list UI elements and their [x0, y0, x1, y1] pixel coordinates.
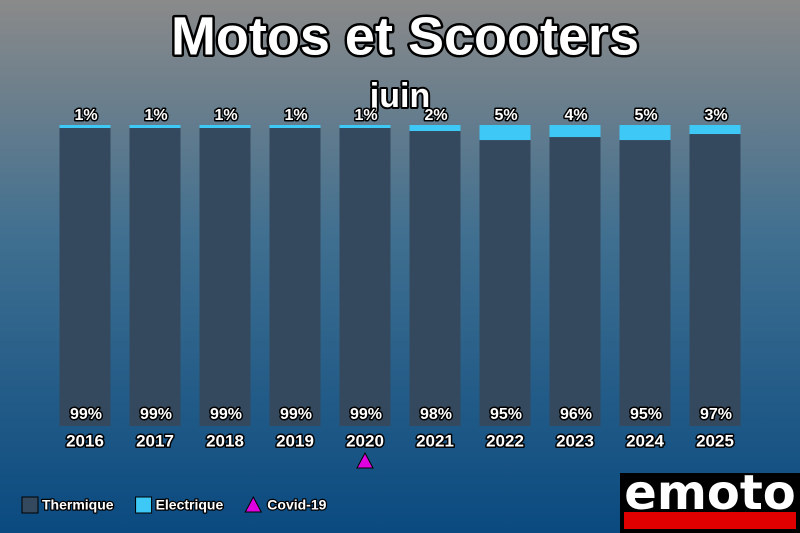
bar-segment: [199, 125, 251, 129]
x-tick-label: 2023: [556, 431, 594, 450]
bar-segment: [269, 125, 321, 129]
value-label: 99%: [350, 406, 382, 423]
legend-label: Thermique: [42, 497, 114, 513]
legend-label: Electrique: [156, 497, 224, 513]
value-label: 5%: [494, 107, 517, 124]
bar-segment: [339, 128, 391, 426]
bar-segment: [549, 125, 601, 138]
bar-segment: [409, 131, 461, 426]
logo-text: emoto: [624, 465, 795, 521]
x-tick-label: 2021: [416, 431, 454, 450]
bar-segment: [479, 140, 531, 427]
value-label: 1%: [144, 107, 167, 124]
x-tick-label: 2022: [486, 431, 524, 450]
x-tick-label: 2020: [346, 431, 384, 450]
bar-segment: [199, 128, 251, 426]
x-tick-label: 2016: [66, 431, 104, 450]
bar-segment: [479, 125, 531, 141]
value-label: 95%: [630, 406, 662, 423]
value-label: 95%: [490, 406, 522, 423]
legend-swatch: [21, 496, 39, 514]
x-tick-label: 2019: [276, 431, 314, 450]
bar-segment: [619, 140, 671, 427]
bar-segment: [689, 134, 741, 426]
value-label: 97%: [700, 406, 732, 423]
value-label: 99%: [280, 406, 312, 423]
value-label: 1%: [214, 107, 237, 124]
legend-label: Covid-19: [267, 497, 326, 513]
chart-subtitle: juin: [369, 77, 430, 115]
legend-swatch: [135, 496, 153, 514]
value-label: 5%: [634, 107, 657, 124]
value-label: 1%: [354, 107, 377, 124]
value-label: 4%: [564, 107, 587, 124]
bar-segment: [339, 125, 391, 129]
bar-segment: [619, 125, 671, 141]
value-label: 98%: [420, 406, 452, 423]
bar-segment: [409, 125, 461, 132]
value-label: 3%: [704, 107, 727, 124]
bar-segment: [59, 128, 111, 426]
value-label: 2%: [424, 107, 447, 124]
x-tick-label: 2018: [206, 431, 244, 450]
value-label: 1%: [284, 107, 307, 124]
legend-marker: [244, 495, 263, 513]
value-label: 1%: [74, 107, 97, 124]
logo-stripe: [624, 512, 796, 529]
chart-title: Motos et Scooters: [171, 6, 639, 66]
value-label: 99%: [70, 406, 102, 423]
bar-segment: [129, 128, 181, 426]
bar-segment: [129, 125, 181, 129]
bar-segment: [549, 137, 601, 427]
x-tick-label: 2024: [626, 431, 664, 450]
bar-segment: [689, 125, 741, 135]
x-tick-label: 2025: [696, 431, 734, 450]
logo: emoto: [620, 463, 800, 533]
value-label: 99%: [210, 406, 242, 423]
bar-segment: [59, 125, 111, 129]
annotation-marker: [356, 451, 374, 469]
x-tick-label: 2017: [136, 431, 174, 450]
value-label: 96%: [560, 406, 592, 423]
value-label: 99%: [140, 406, 172, 423]
bar-segment: [269, 128, 321, 426]
